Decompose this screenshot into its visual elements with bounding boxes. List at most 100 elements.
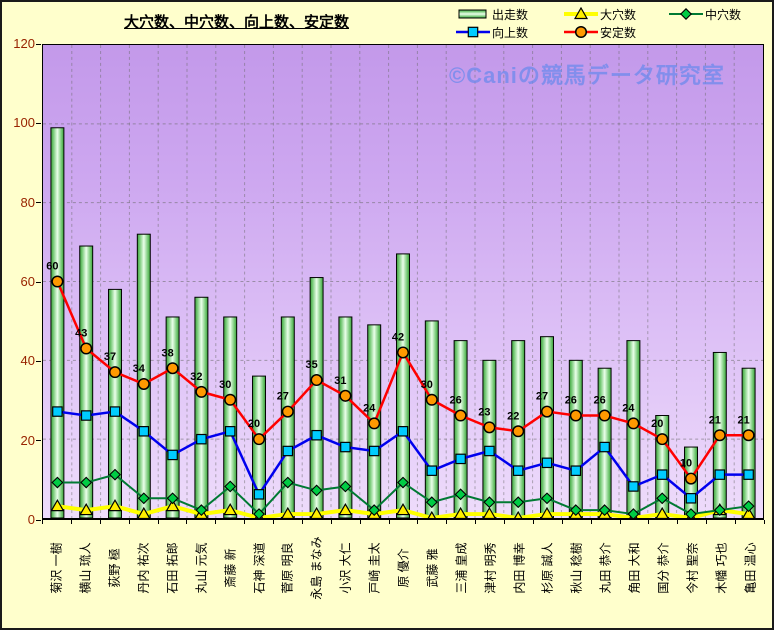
- data-point: [425, 496, 438, 509]
- data-label: 30: [421, 379, 433, 391]
- data-label: 35: [306, 359, 318, 371]
- y-axis-tick: [36, 202, 41, 204]
- data-point: [655, 506, 669, 518]
- x-axis-tick: [504, 520, 506, 524]
- data-point: [742, 429, 755, 442]
- data-point: [483, 421, 496, 434]
- data-point: [483, 506, 496, 518]
- data-point: [573, 7, 589, 20]
- data-point: [253, 489, 265, 500]
- x-axis-tick: [42, 520, 43, 524]
- data-point: [281, 506, 295, 518]
- data-point: [340, 441, 351, 453]
- data-point: [109, 406, 121, 417]
- y-axis-tick: [36, 360, 41, 362]
- data-point: [281, 405, 294, 418]
- legend-label: 向上数: [492, 25, 529, 40]
- data-point: [311, 429, 322, 441]
- data-point: [685, 508, 697, 518]
- x-axis-label: 丸田 恭介: [598, 542, 613, 594]
- data-label: 23: [478, 406, 490, 418]
- data-label: 42: [392, 332, 404, 344]
- data-label: 43: [75, 328, 87, 340]
- y-axis-tick: [36, 519, 41, 521]
- x-axis-label: 菅原 明良: [280, 542, 295, 594]
- bar: [108, 288, 122, 518]
- x-axis-tick: [446, 520, 448, 524]
- x-axis-tick: [301, 520, 303, 524]
- y-axis-label: 0: [27, 512, 35, 527]
- data-point: [224, 480, 237, 493]
- data-label: 27: [277, 391, 289, 403]
- data-point: [51, 275, 64, 288]
- x-axis-tick: [677, 520, 679, 524]
- legend-label: 出走数: [492, 7, 529, 22]
- data-point: [454, 506, 467, 518]
- data-label: 26: [450, 395, 462, 407]
- legend-item-出走数: 出走数: [456, 5, 528, 23]
- data-point: [569, 504, 582, 517]
- bar: [223, 316, 238, 518]
- x-axis-tick: [330, 520, 332, 524]
- watermark: ©Caniの競馬データ研究室: [449, 63, 725, 88]
- x-axis-label: 石神 深道: [252, 542, 267, 594]
- bar: [50, 127, 65, 518]
- legend-marker-square-icon: [456, 26, 490, 38]
- data-point: [196, 433, 207, 445]
- data-label: 21: [738, 414, 750, 426]
- bar: [424, 320, 439, 518]
- data-point: [397, 426, 409, 437]
- data-point: [396, 346, 410, 359]
- x-axis-label: 角田 大和: [627, 542, 642, 594]
- data-label: 22: [507, 410, 519, 422]
- data-point: [224, 393, 237, 406]
- bar: [338, 316, 353, 518]
- data-point: [80, 410, 92, 421]
- bar: [568, 359, 583, 518]
- x-axis-label: 菊沢 一樹: [49, 542, 64, 594]
- data-point: [310, 484, 323, 497]
- legend-item-安定数: 安定数: [564, 23, 636, 41]
- x-axis-tick: [764, 520, 765, 524]
- data-label: 26: [594, 395, 606, 407]
- data-point: [569, 409, 582, 422]
- x-axis-label: 丸山 元気: [194, 542, 209, 594]
- y-axis-label: 120: [13, 36, 35, 51]
- data-point: [628, 481, 639, 492]
- x-axis-label: 小沢 大仁: [338, 542, 353, 594]
- data-point: [541, 457, 553, 469]
- data-point: [713, 504, 726, 517]
- y-axis-tick: [36, 440, 41, 442]
- data-point: [50, 499, 65, 512]
- data-point: [80, 476, 93, 489]
- bar: [453, 340, 468, 518]
- data-point: [79, 502, 94, 516]
- y-axis-label: 100: [13, 115, 35, 131]
- data-point: [467, 26, 479, 38]
- plot-svg: 60 43 37 34 38 32 30 20 27 35 31 24 42 30 26 23 22 27 26 26…: [43, 45, 763, 518]
- legend-label: 大穴数: [600, 7, 637, 22]
- data-point: [742, 506, 755, 518]
- data-point: [684, 472, 698, 485]
- data-point: [397, 476, 409, 489]
- data-label: 37: [104, 351, 116, 363]
- legend-item-向上数: 向上数: [456, 23, 528, 41]
- data-point: [368, 504, 381, 517]
- legend: 出走数 大穴数 中穴数 向上数 安定数: [450, 5, 772, 43]
- data-point: [685, 493, 697, 504]
- data-point: [656, 433, 669, 446]
- x-axis-label: 津村 明秀: [483, 542, 498, 594]
- data-point: [656, 469, 668, 480]
- data-point: [598, 504, 611, 517]
- y-axis-tick: [36, 43, 41, 45]
- data-label: 38: [162, 347, 174, 359]
- data-point: [540, 405, 554, 418]
- x-axis-label: 斎藤 新: [223, 548, 238, 588]
- data-point: [714, 469, 726, 480]
- bar: [194, 296, 209, 518]
- data-point: [425, 393, 438, 406]
- data-point: [395, 502, 411, 516]
- legend-marker-circle-icon: [564, 25, 598, 39]
- x-axis-label: 戸崎 圭太: [367, 542, 382, 594]
- x-axis-tick: [70, 520, 72, 524]
